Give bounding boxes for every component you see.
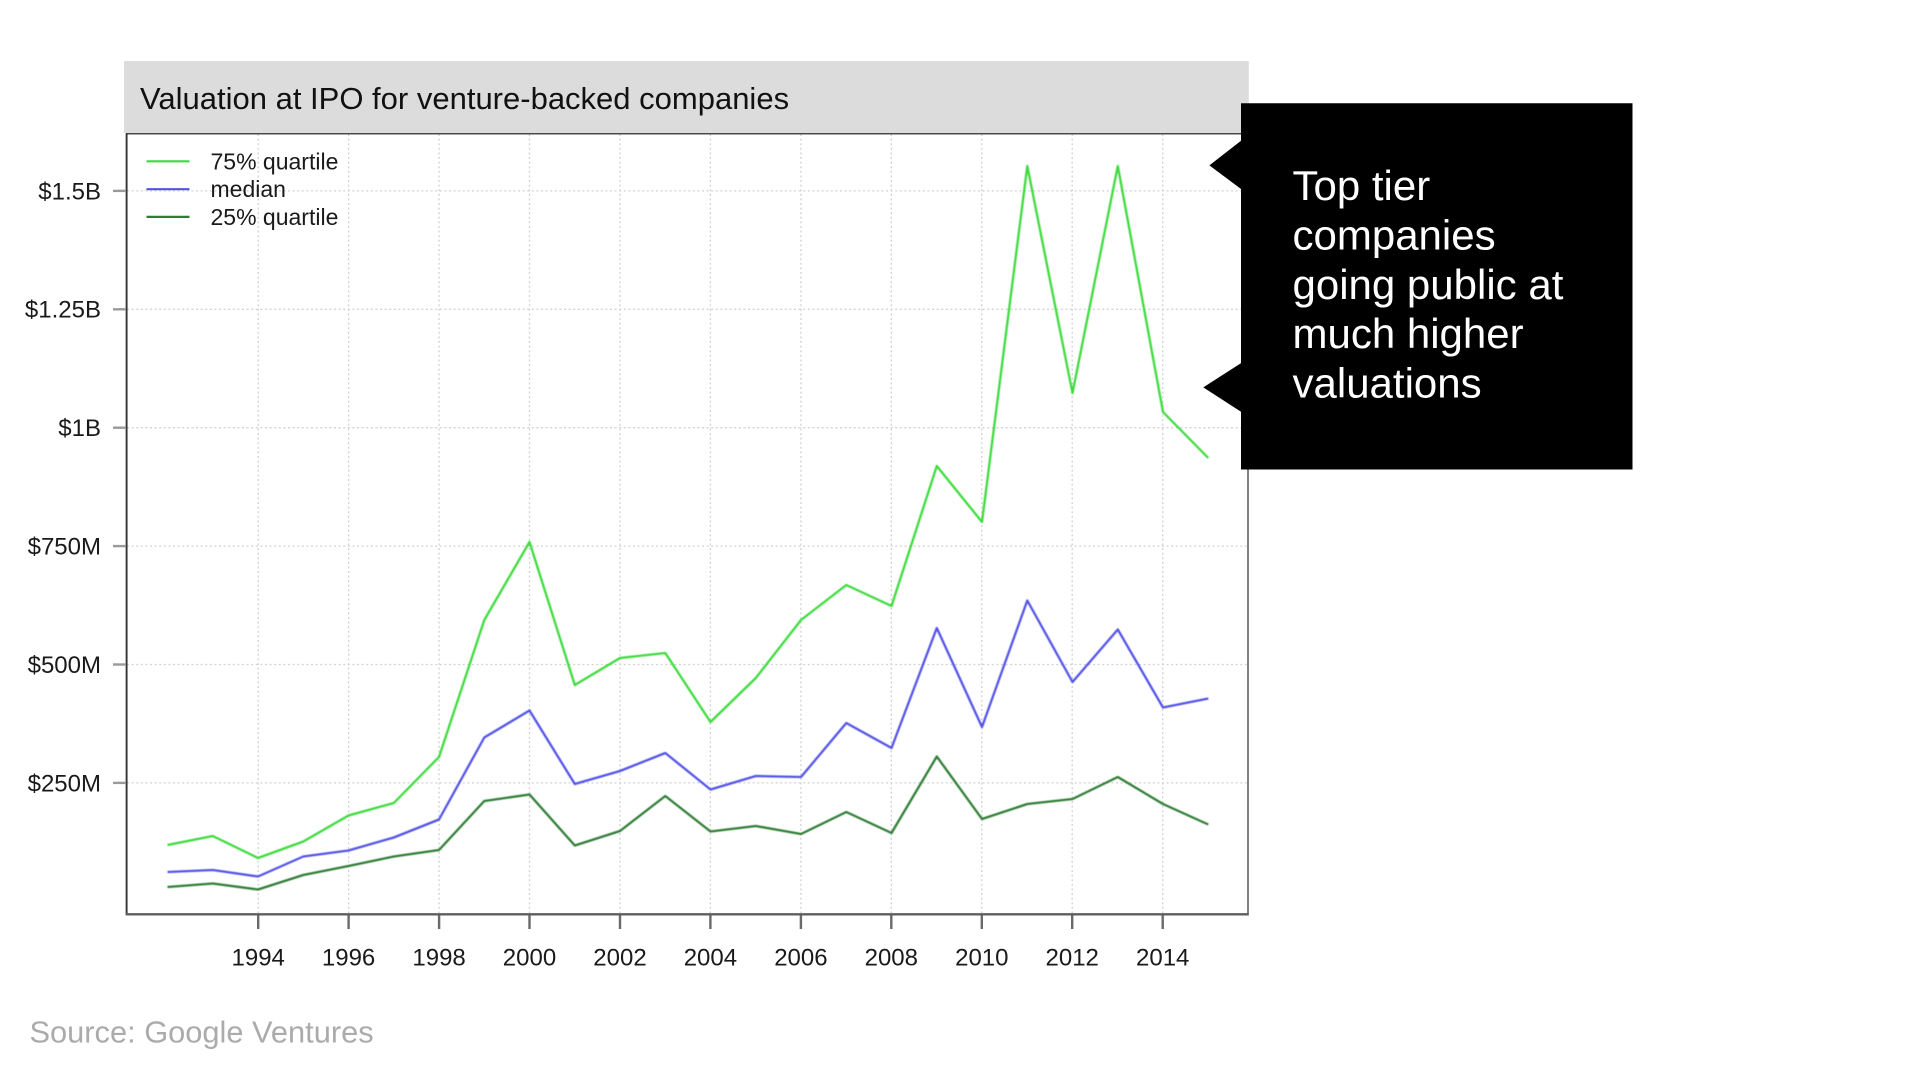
svg-text:25% quartile: 25% quartile bbox=[211, 204, 339, 230]
svg-text:companies: companies bbox=[1293, 211, 1496, 258]
svg-text:Valuation at IPO for venture-b: Valuation at IPO for venture-backed comp… bbox=[140, 81, 789, 116]
svg-text:much higher: much higher bbox=[1293, 310, 1524, 357]
svg-text:Top tier: Top tier bbox=[1293, 162, 1431, 209]
svg-text:$1.5B: $1.5B bbox=[38, 178, 101, 205]
svg-text:75% quartile: 75% quartile bbox=[211, 148, 339, 174]
svg-text:2008: 2008 bbox=[865, 945, 918, 972]
svg-text:$1B: $1B bbox=[58, 415, 101, 442]
svg-text:$750M: $750M bbox=[28, 534, 101, 561]
svg-text:Source: Google Ventures: Source: Google Ventures bbox=[30, 1015, 374, 1050]
svg-text:1996: 1996 bbox=[322, 945, 375, 972]
svg-text:2012: 2012 bbox=[1046, 945, 1099, 972]
svg-text:2006: 2006 bbox=[774, 945, 827, 972]
svg-text:$250M: $250M bbox=[28, 770, 101, 797]
svg-text:2010: 2010 bbox=[955, 945, 1008, 972]
svg-text:2002: 2002 bbox=[593, 945, 646, 972]
svg-text:2014: 2014 bbox=[1136, 945, 1189, 972]
svg-text:going public at: going public at bbox=[1293, 261, 1564, 308]
svg-text:2004: 2004 bbox=[684, 945, 737, 972]
svg-text:1994: 1994 bbox=[232, 945, 285, 972]
svg-text:1998: 1998 bbox=[412, 945, 465, 972]
svg-text:2000: 2000 bbox=[503, 945, 556, 972]
svg-text:$500M: $500M bbox=[28, 652, 101, 679]
svg-text:$1.25B: $1.25B bbox=[25, 297, 101, 324]
svg-text:median: median bbox=[211, 176, 286, 202]
svg-text:valuations: valuations bbox=[1293, 360, 1482, 407]
